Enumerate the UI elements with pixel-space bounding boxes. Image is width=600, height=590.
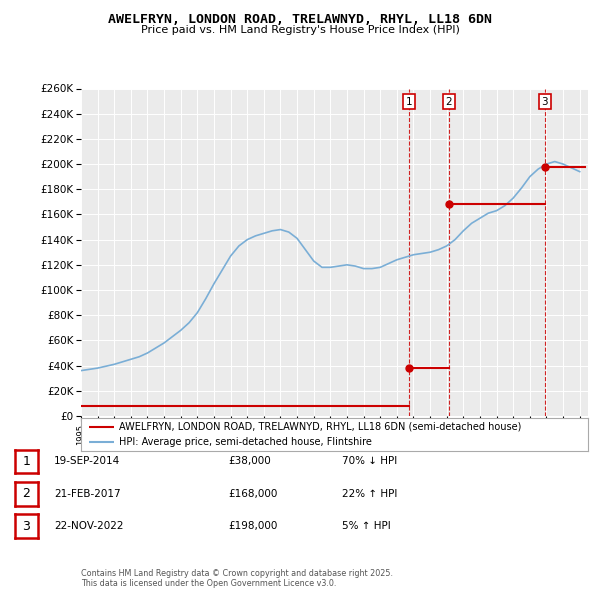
Text: 70% ↓ HPI: 70% ↓ HPI: [342, 457, 397, 466]
Text: 1: 1: [22, 455, 31, 468]
Text: 5% ↑ HPI: 5% ↑ HPI: [342, 522, 391, 531]
Text: 21-FEB-2017: 21-FEB-2017: [54, 489, 121, 499]
Text: 3: 3: [22, 520, 31, 533]
Text: AWELFRYN, LONDON ROAD, TRELAWNYD, RHYL, LL18 6DN: AWELFRYN, LONDON ROAD, TRELAWNYD, RHYL, …: [108, 13, 492, 26]
Text: £38,000: £38,000: [228, 457, 271, 466]
Text: 2: 2: [22, 487, 31, 500]
Text: Price paid vs. HM Land Registry's House Price Index (HPI): Price paid vs. HM Land Registry's House …: [140, 25, 460, 35]
Text: £198,000: £198,000: [228, 522, 277, 531]
Text: HPI: Average price, semi-detached house, Flintshire: HPI: Average price, semi-detached house,…: [119, 437, 372, 447]
Text: 3: 3: [541, 97, 548, 107]
Text: 19-SEP-2014: 19-SEP-2014: [54, 457, 120, 466]
Text: Contains HM Land Registry data © Crown copyright and database right 2025.
This d: Contains HM Land Registry data © Crown c…: [81, 569, 393, 588]
Text: 22-NOV-2022: 22-NOV-2022: [54, 522, 124, 531]
Text: 22% ↑ HPI: 22% ↑ HPI: [342, 489, 397, 499]
Text: 1: 1: [406, 97, 412, 107]
Text: AWELFRYN, LONDON ROAD, TRELAWNYD, RHYL, LL18 6DN (semi-detached house): AWELFRYN, LONDON ROAD, TRELAWNYD, RHYL, …: [119, 422, 521, 432]
Text: £168,000: £168,000: [228, 489, 277, 499]
Text: 2: 2: [446, 97, 452, 107]
